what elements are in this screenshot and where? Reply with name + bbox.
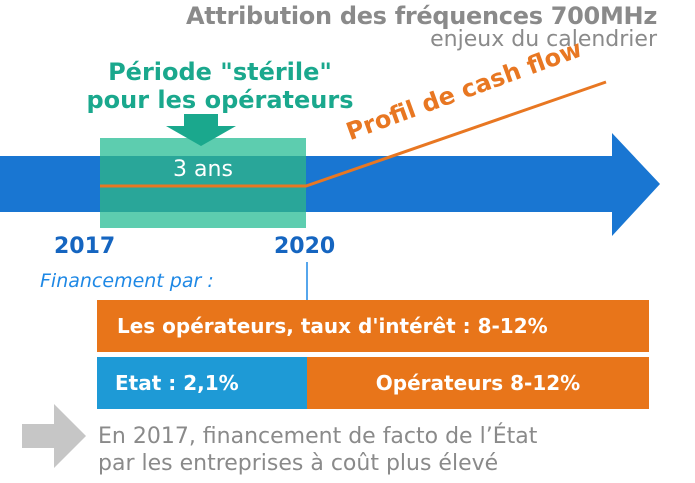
gray-arrow-icon (22, 404, 86, 468)
note-line2: par les entreprises à coût plus élevé (98, 451, 499, 476)
sterile-period-band (100, 156, 306, 212)
financing-state-bar: Etat : 2,1% (97, 357, 307, 409)
timeline-arrow (0, 133, 660, 236)
financing-operators-after-text: Opérateurs 8-12% (375, 371, 581, 395)
cash-flow-line (100, 80, 607, 188)
financing-label: Financement par : (40, 270, 214, 292)
financing-state-text: Etat : 2,1% (115, 371, 239, 395)
sterile-period-label-line1: Période "stérile" (108, 58, 332, 86)
down-arrow-icon (166, 114, 236, 146)
diagram-subtitle: enjeux du calendrier (430, 27, 657, 52)
note-line1: En 2017, financement de facto de l’État (98, 424, 538, 449)
end-year-label: 2020 (274, 234, 336, 259)
start-year-label: 2017 (54, 234, 116, 259)
financing-operators-bar: Les opérateurs, taux d'intérêt : 8-12% (97, 300, 649, 352)
financing-operators-text: Les opérateurs, taux d'intérêt : 8-12% (117, 314, 548, 338)
sterile-duration-label: 3 ans (173, 157, 233, 182)
financing-operators-after-bar: Opérateurs 8-12% (307, 357, 649, 409)
diagram-title: Attribution des fréquences 700MHz (185, 2, 657, 30)
sterile-period-label-line2: pour les opérateurs (86, 86, 354, 114)
